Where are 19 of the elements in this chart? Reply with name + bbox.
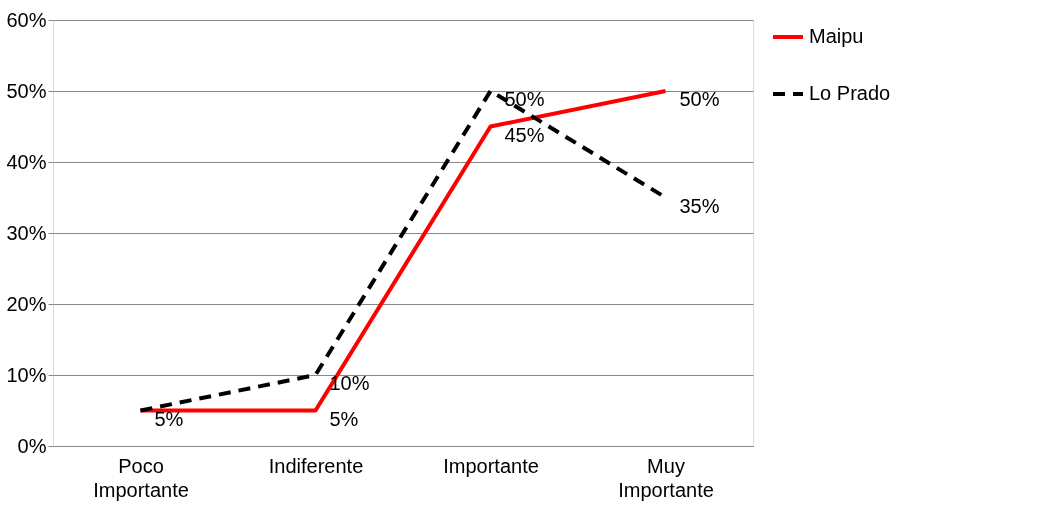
data-label: 50% xyxy=(504,88,545,110)
y-tick-label: 60% xyxy=(6,8,47,31)
x-tick-label: Muy Importante xyxy=(618,454,714,501)
data-label: 35% xyxy=(679,194,720,217)
x-tick-label: Poco Importante xyxy=(93,454,189,501)
data-label: 5% xyxy=(154,407,184,430)
legend-label: Lo Prado xyxy=(809,82,891,104)
y-tick-label: 40% xyxy=(6,150,47,173)
x-tick-label: Indiferente xyxy=(268,454,364,477)
legend-label: Maipu xyxy=(809,25,864,47)
x-tick-label: Importante xyxy=(443,454,539,477)
data-label: 45% xyxy=(504,123,545,146)
data-label: 50% xyxy=(679,88,720,110)
y-tick-label: 50% xyxy=(6,79,47,102)
y-tick-label: 0% xyxy=(17,434,47,457)
y-tick-label: 20% xyxy=(6,292,47,315)
y-tick-label: 30% xyxy=(6,221,47,244)
data-label: 5% xyxy=(329,407,359,430)
y-tick-label: 10% xyxy=(6,363,47,386)
